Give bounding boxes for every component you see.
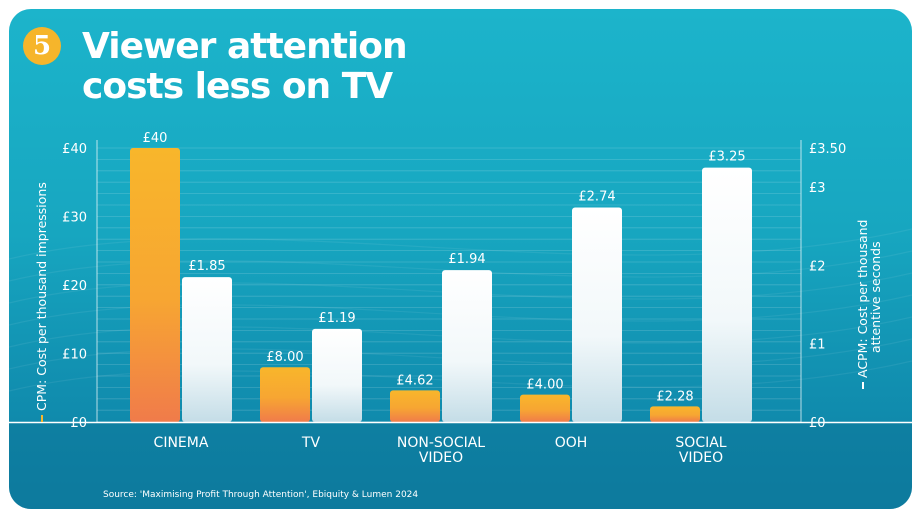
left-tick-label: £20 — [62, 279, 87, 294]
left-tick-label: £30 — [62, 211, 87, 226]
cpm-legend-dash — [41, 415, 43, 422]
right-tick-label: £1 — [809, 338, 826, 353]
cpm-value-label: £4.00 — [526, 378, 563, 393]
category-label-line: OOH — [555, 435, 588, 451]
acpm-bar — [182, 277, 232, 422]
left-tick-label: £10 — [62, 348, 87, 363]
title-line-2: costs less on TV — [82, 66, 393, 107]
background-wave-line — [9, 294, 912, 326]
background-wave-line — [9, 360, 912, 392]
category-label-line: TV — [301, 435, 321, 451]
cpm-bar — [390, 390, 440, 422]
axes: £0 £10 £20 £30 £40 £0 £1 £2 £3 £3.50 CPM: Cost per… — [9, 140, 912, 431]
background-wave-line — [9, 272, 912, 304]
acpm-bar — [442, 270, 492, 422]
left-axis-title: CPM: Cost per thousand impressions — [34, 182, 49, 422]
left-axis-label: CPM: Cost per thousand impressions — [34, 182, 49, 411]
background-lines — [9, 228, 912, 509]
left-tick-label: £0 — [70, 416, 87, 431]
acpm-legend-dash — [862, 382, 864, 389]
bars — [130, 148, 752, 422]
cpm-bar — [650, 406, 700, 422]
category-label: OOH — [555, 435, 588, 451]
background-wave-line — [9, 316, 912, 348]
category-label: CINEMA — [154, 435, 209, 451]
acpm-bar — [702, 167, 752, 422]
right-tick-label: £3.50 — [809, 142, 846, 157]
acpm-value-label: £3.25 — [708, 150, 745, 165]
cpm-bar — [130, 148, 180, 422]
category-label: NON-SOCIAL VIDEO — [397, 435, 485, 466]
category-label-line: SOCIAL — [675, 435, 726, 451]
cpm-value-label: £4.62 — [396, 373, 433, 388]
bar-value-labels: £40 £1.85 £8.00 £1.19 £4.62 £1.94 £4.00 £2.74 £2… — [143, 131, 746, 404]
category-label-line: VIDEO — [419, 450, 463, 466]
acpm-value-label: £1.19 — [318, 311, 355, 326]
acpm-bar — [312, 328, 362, 422]
right-tick-label: £2 — [809, 259, 826, 274]
acpm-value-label: £1.94 — [448, 252, 485, 267]
acpm-value-label: £2.74 — [578, 189, 615, 204]
cpm-value-label: £40 — [143, 131, 168, 146]
right-tick-label: £3 — [809, 181, 826, 196]
title-line-1: Viewer attention — [82, 26, 408, 67]
background-wave-line — [9, 338, 912, 370]
background-wave-line — [9, 250, 912, 282]
category-label: SOCIAL VIDEO — [675, 435, 726, 466]
cpm-value-label: £2.28 — [656, 389, 693, 404]
right-axis-label-line1: ACPM: Cost per thousand — [855, 220, 870, 379]
number-badge: 5 — [23, 27, 61, 65]
chart-title: Viewer attention costs less on TV — [82, 26, 408, 107]
acpm-bar — [572, 207, 622, 422]
category-label-line: CINEMA — [154, 435, 209, 451]
bar-chart: £40 £1.85 £8.00 £1.19 £4.62 £1.94 £4.00 £2.74 £2… — [9, 131, 912, 509]
background-wave-line — [9, 228, 912, 260]
cpm-value-label: £8.00 — [266, 350, 303, 365]
acpm-value-label: £1.85 — [188, 259, 225, 274]
cpm-bar — [260, 367, 310, 422]
source-note: Source: 'Maximising Profit Through Atten… — [103, 490, 419, 500]
infographic-card: 5 Viewer attention costs less on TV £40 £… — [9, 9, 912, 509]
cpm-bar — [520, 394, 570, 422]
left-tick-label: £40 — [62, 142, 87, 157]
right-tick-label: £0 — [809, 416, 826, 431]
right-axis-label-line2: attentive seconds — [868, 241, 883, 353]
category-label: TV — [301, 435, 321, 451]
category-label-line: VIDEO — [679, 450, 723, 466]
bottom-band — [9, 422, 912, 509]
category-label-line: NON-SOCIAL — [397, 435, 485, 451]
